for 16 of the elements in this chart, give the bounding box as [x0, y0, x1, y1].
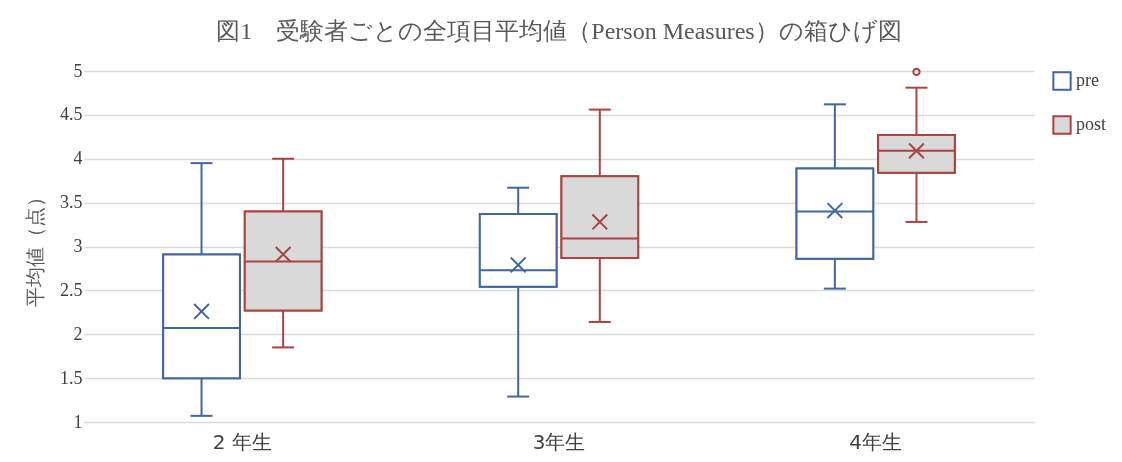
x-tick-label: 3年生 [532, 429, 586, 454]
y-tick-label: 1.5 [60, 367, 83, 388]
legend-label: pre [1076, 70, 1099, 90]
x-tick-label: 2 年生 [212, 429, 272, 454]
y-tick-label: 2.5 [60, 279, 83, 300]
y-tick-label: 3.5 [60, 192, 83, 213]
y-tick-label: 4 [73, 148, 83, 169]
y-tick-label: 5 [73, 60, 83, 81]
y-tick-label: 4.5 [60, 104, 83, 125]
legend-label: post [1076, 114, 1107, 134]
y-tick-label: 3 [73, 236, 83, 256]
x-tick-label: 4年生 [849, 429, 903, 454]
y-tick-label: 2 [73, 323, 83, 344]
chart-title: 図1 受験者ごとの全項目平均値（Person Measures）の箱ひげ図 [216, 18, 902, 44]
y-axis-title: 平均値（点） [23, 187, 47, 307]
y-tick-label: 1 [73, 411, 83, 432]
